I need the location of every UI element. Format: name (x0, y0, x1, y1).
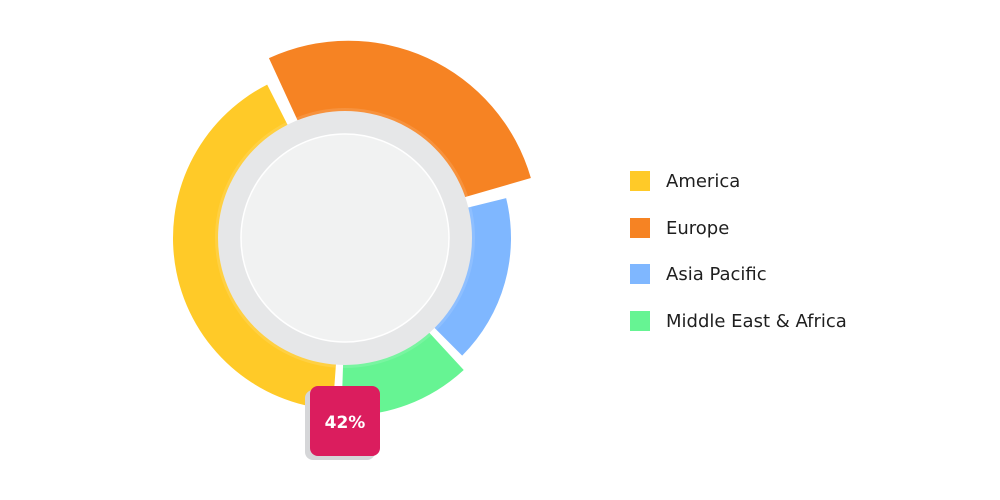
legend-item-america[interactable]: America (630, 170, 740, 192)
legend-item-asia-pacific[interactable]: Asia Pacific (630, 263, 767, 285)
legend-item-middle-east-africa[interactable]: Middle East & Africa (630, 310, 847, 332)
value-badge-box (310, 386, 380, 456)
chart-center (240, 133, 450, 343)
legend-swatch-europe (630, 218, 650, 238)
value-badge: 42% (305, 386, 380, 460)
slice-america[interactable] (172, 84, 337, 410)
legend-label-america: America (666, 170, 741, 192)
slice-asia-pacific[interactable] (426, 198, 511, 356)
slices-layer (172, 40, 531, 416)
legend-label-europe: Europe (666, 217, 730, 239)
legend-swatch-america (630, 171, 650, 191)
legend-label-asia-pacific: Asia Pacific (666, 263, 767, 285)
value-badge-label: 42% (325, 413, 366, 433)
legend-swatch-middle-east-africa (630, 311, 650, 331)
legend-label-middle-east-africa: Middle East & Africa (666, 310, 847, 332)
legend-swatch-asia-pacific (630, 264, 650, 284)
slice-europe[interactable] (268, 40, 531, 199)
legend-item-europe[interactable]: Europe (630, 217, 729, 239)
